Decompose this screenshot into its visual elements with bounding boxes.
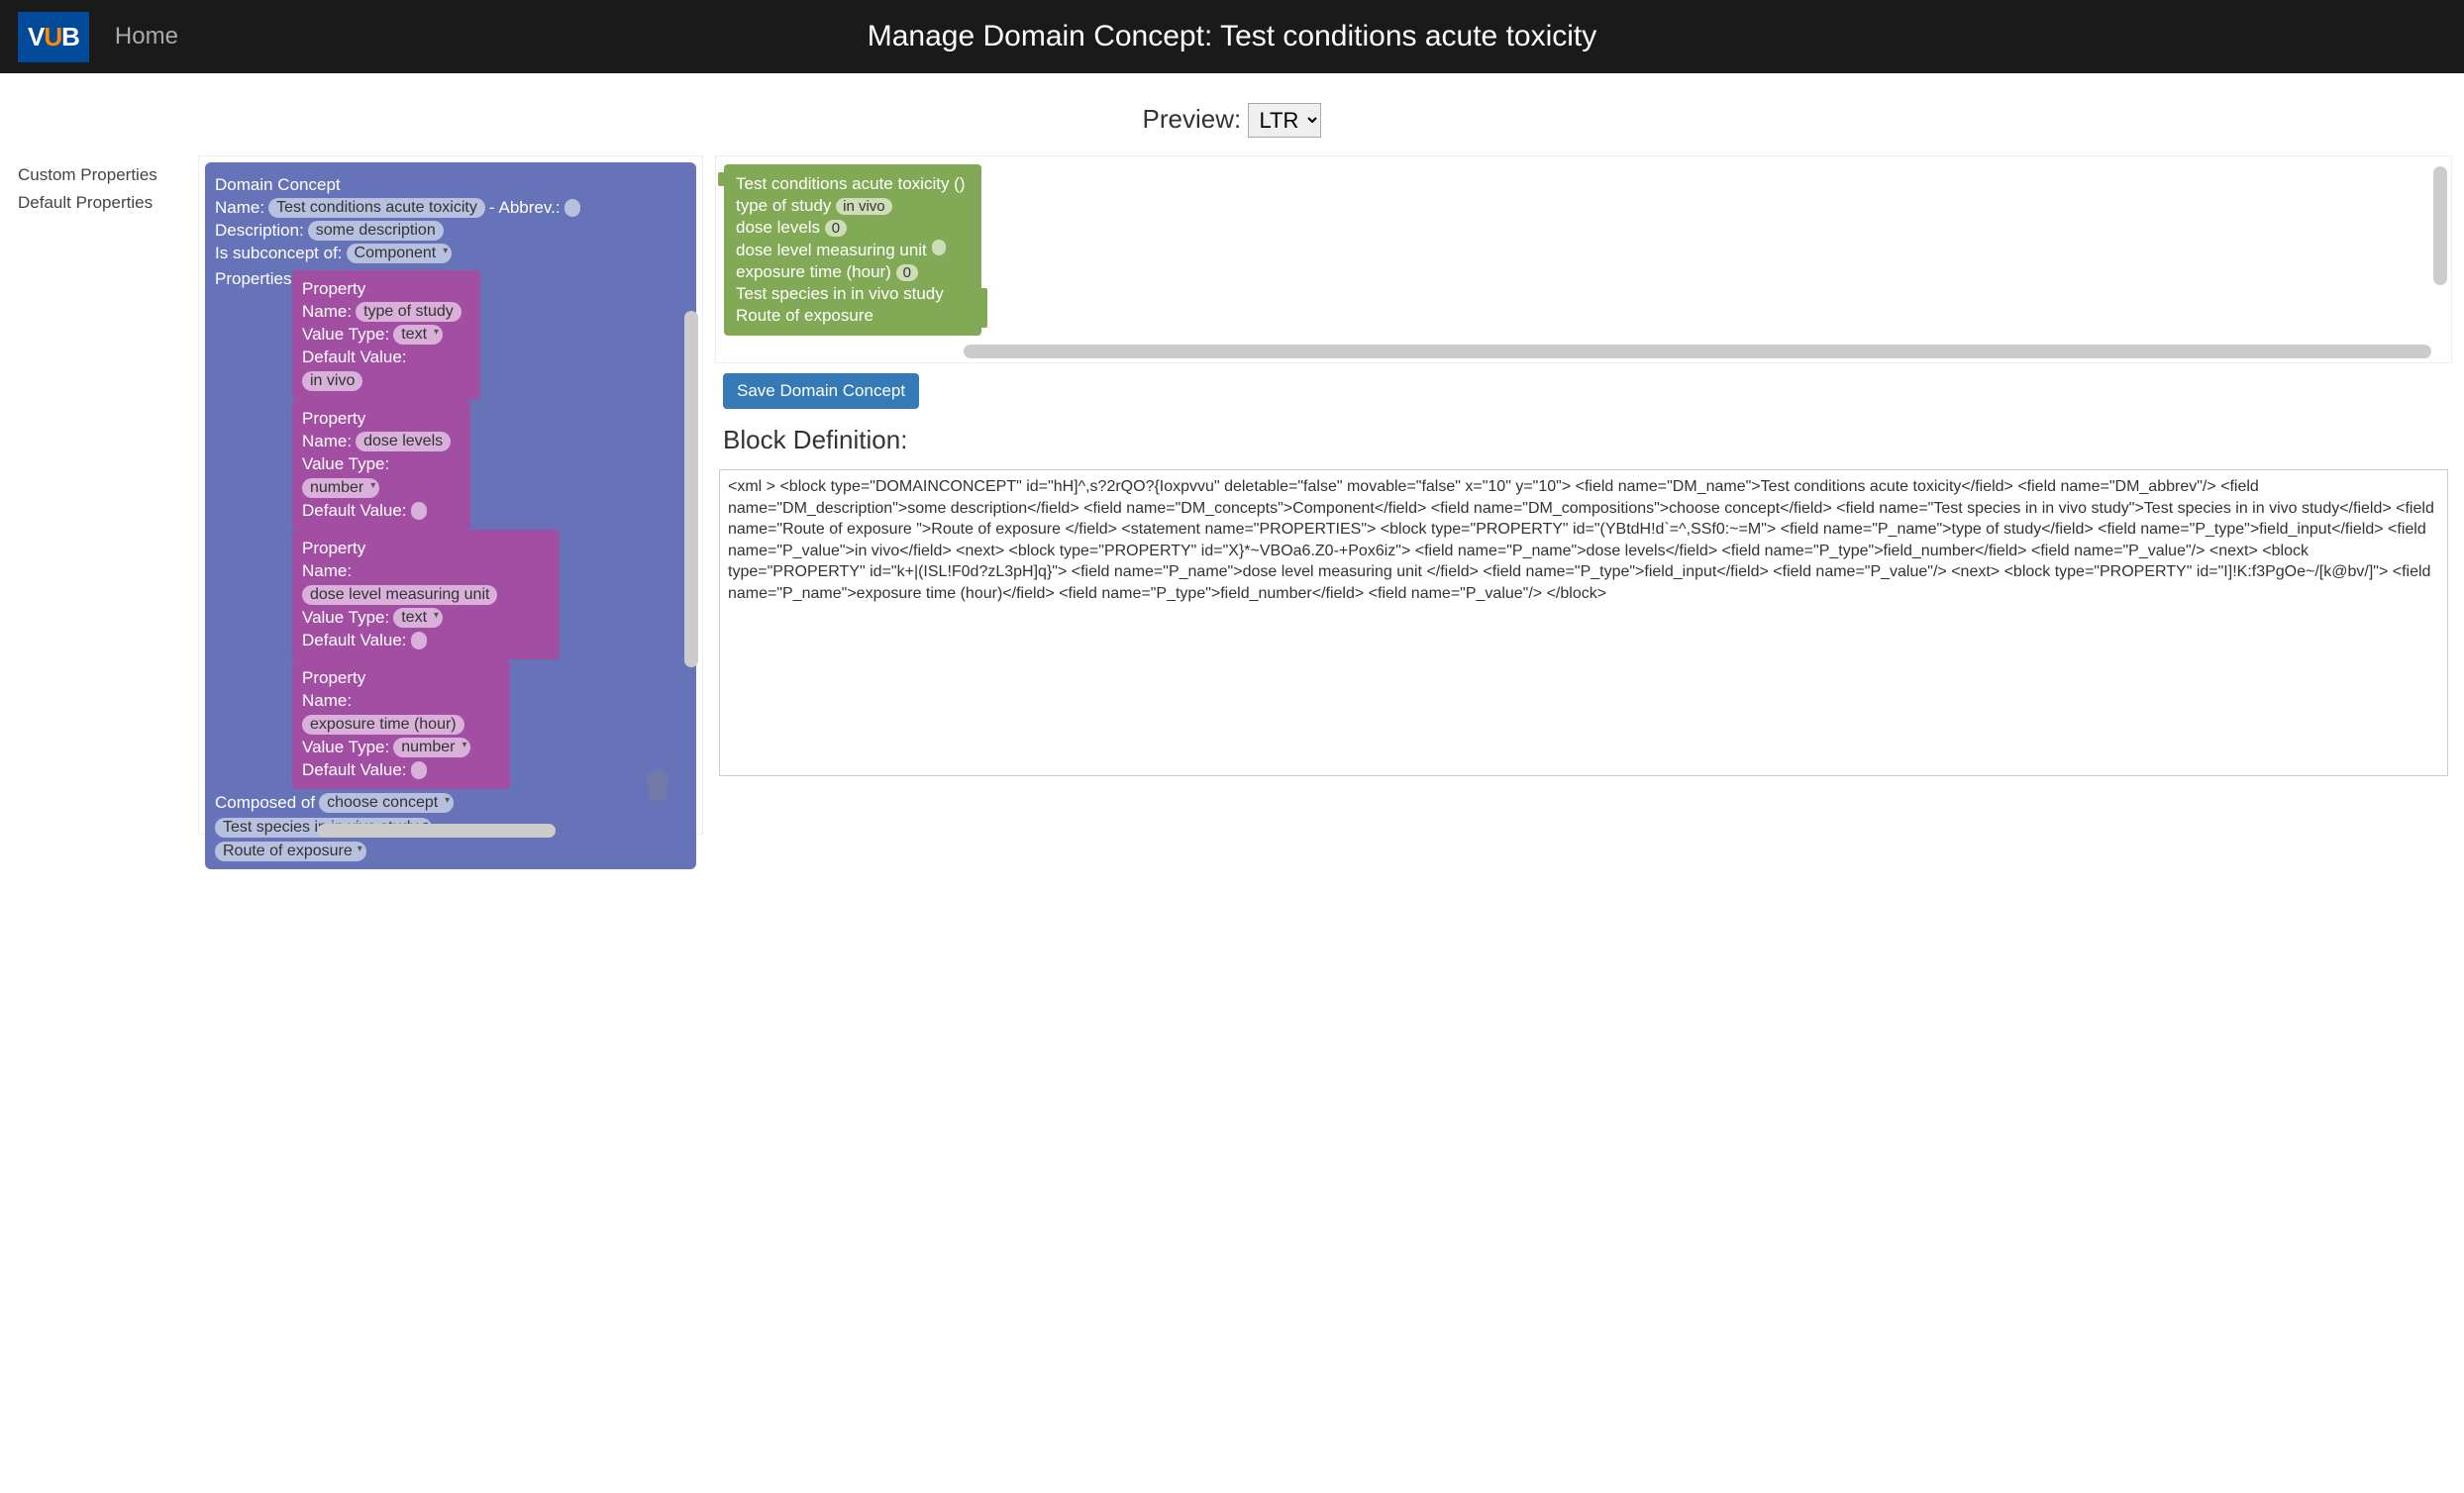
dc-name-label: Name:: [215, 198, 264, 218]
prop-name-field[interactable]: dose levels: [356, 432, 451, 451]
prop-default-field[interactable]: [411, 632, 427, 649]
prop-name-field[interactable]: type of study: [356, 302, 462, 322]
dc-desc-label: Description:: [215, 221, 304, 241]
composition-chip[interactable]: Route of exposure: [215, 842, 366, 861]
preview-vscroll[interactable]: [2433, 166, 2447, 285]
trash-icon[interactable]: [637, 758, 678, 810]
prop-type-dropdown[interactable]: text: [393, 325, 443, 345]
dc-composed-dropdown[interactable]: choose concept: [319, 793, 454, 813]
preview-panel: Test conditions acute toxicity () type o…: [715, 155, 2452, 363]
sidebar-item-default-properties[interactable]: Default Properties: [12, 189, 186, 217]
prop-type-dropdown[interactable]: number: [302, 478, 379, 498]
preview-field[interactable]: in vivo: [836, 198, 892, 215]
sidebar: Custom Properties Default Properties: [12, 155, 186, 217]
header: VUB Home Manage Domain Concept: Test con…: [0, 0, 2464, 73]
home-link[interactable]: Home: [115, 23, 178, 50]
preview-block[interactable]: Test conditions acute toxicity () type o…: [724, 164, 981, 336]
preview-field[interactable]: [932, 240, 946, 255]
prop-name-field[interactable]: dose level measuring unit: [302, 585, 497, 605]
prop-name-field[interactable]: exposure time (hour): [302, 715, 464, 735]
preview-block-title: Test conditions acute toxicity (): [736, 174, 970, 194]
preview-field[interactable]: 0: [825, 220, 847, 237]
dc-composed-label: Composed of: [215, 793, 315, 813]
dc-title: Domain Concept: [215, 175, 686, 195]
dc-name-field[interactable]: Test conditions acute toxicity: [268, 198, 485, 218]
preview-field[interactable]: 0: [896, 264, 918, 281]
editor-hscroll[interactable]: [318, 824, 556, 838]
prop-type-dropdown[interactable]: text: [393, 608, 443, 628]
prop-type-dropdown[interactable]: number: [393, 738, 470, 757]
prop-default-field[interactable]: in vivo: [302, 371, 362, 391]
preview-hscroll[interactable]: [964, 345, 2431, 358]
preview-direction-select[interactable]: LTR: [1248, 103, 1321, 138]
dc-subconcept-dropdown[interactable]: Component: [347, 244, 453, 263]
block-definition-heading: Block Definition:: [723, 425, 2452, 455]
block-definition-textarea[interactable]: <xml > <block type="DOMAINCONCEPT" id="h…: [719, 469, 2448, 776]
dc-abbrev-field[interactable]: [565, 199, 580, 217]
dc-abbrev-label: Abbrev.:: [499, 198, 561, 218]
prop-default-field[interactable]: [411, 761, 427, 779]
properties-stack: Property Name: type of study Value Type:…: [292, 270, 686, 789]
property-block[interactable]: Property Name: dose levels Value Type: n…: [292, 400, 470, 530]
dc-subconcept-label: Is subconcept of:: [215, 244, 343, 263]
preview-label: Preview:: [1143, 104, 1249, 134]
preview-selector-row: Preview: LTR: [0, 73, 2464, 155]
editor-vscroll[interactable]: [684, 311, 698, 667]
block-editor[interactable]: Domain Concept Name: Test conditions acu…: [198, 155, 703, 835]
property-block[interactable]: Property Name: exposure time (hour) Valu…: [292, 659, 510, 789]
property-block[interactable]: Property Name: dose level measuring unit…: [292, 530, 560, 659]
property-block[interactable]: Property Name: type of study Value Type:…: [292, 270, 480, 400]
prop-default-field[interactable]: [411, 502, 427, 520]
page-title: Manage Domain Concept: Test conditions a…: [868, 20, 1597, 53]
domain-concept-block[interactable]: Domain Concept Name: Test conditions acu…: [205, 162, 696, 869]
save-domain-concept-button[interactable]: Save Domain Concept: [723, 373, 919, 409]
sidebar-item-custom-properties[interactable]: Custom Properties: [12, 161, 186, 189]
dc-desc-field[interactable]: some description: [308, 221, 444, 241]
logo: VUB: [18, 12, 89, 62]
